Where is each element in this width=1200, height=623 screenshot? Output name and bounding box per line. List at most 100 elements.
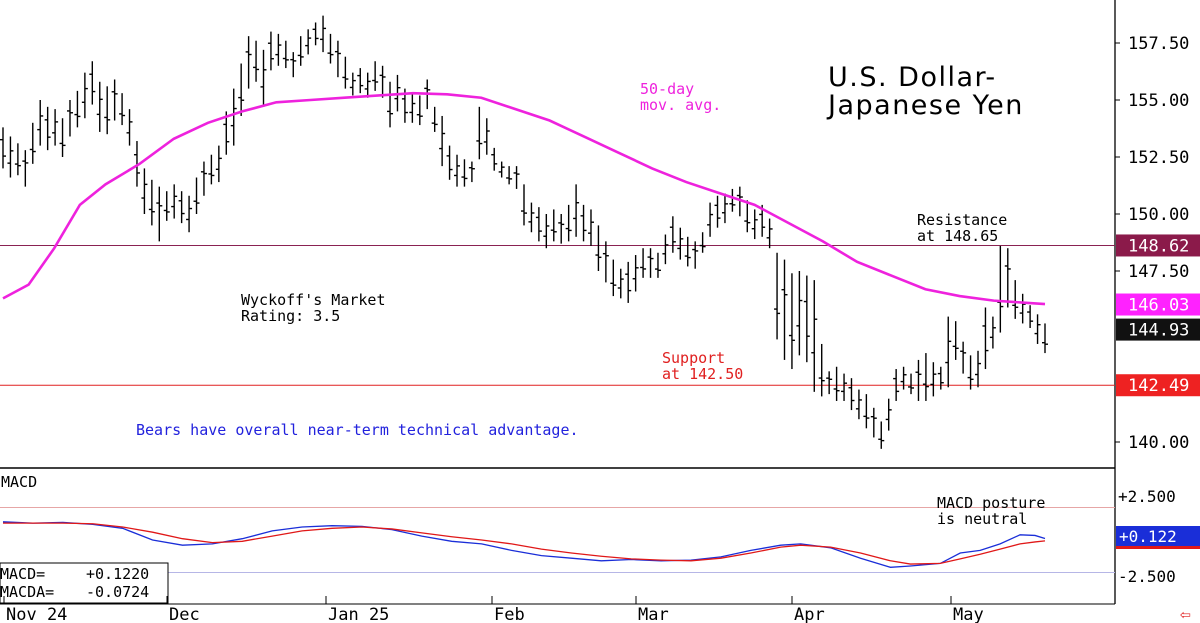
price-bar xyxy=(528,202,535,233)
macd-reference-lines xyxy=(0,507,1115,573)
price-bar xyxy=(104,86,111,135)
resistance-label-line-1: Resistance xyxy=(917,211,1007,229)
price-bar xyxy=(967,355,974,390)
price-bar xyxy=(253,40,260,82)
price-bar xyxy=(267,31,274,71)
price-bar xyxy=(148,179,155,226)
price-bar xyxy=(580,204,587,242)
price-bar xyxy=(558,214,565,244)
price-bar xyxy=(662,234,669,265)
price-bar xyxy=(334,40,341,78)
chart-title-line-1: U.S. Dollar- xyxy=(828,62,997,93)
price-badges: 148.62 142.49 146.03 144.93 xyxy=(1116,234,1200,397)
price-tick-label: 155.00 xyxy=(1128,91,1189,111)
price-bar xyxy=(878,421,885,449)
price-bar xyxy=(215,145,222,183)
price-bar xyxy=(454,154,461,187)
price-bar xyxy=(900,366,907,390)
macd-last-badge-stripe xyxy=(1116,546,1200,549)
price-bar xyxy=(744,200,751,233)
price-bar xyxy=(96,81,103,132)
price-bar xyxy=(729,188,736,212)
last-badge-label: 144.93 xyxy=(1128,321,1189,341)
date-label: May xyxy=(953,605,984,623)
macd-title: MACD xyxy=(1,473,37,491)
price-bar xyxy=(855,389,862,420)
price-bar xyxy=(245,36,252,89)
price-bar xyxy=(781,259,788,360)
price-bar xyxy=(260,49,267,107)
price-bar xyxy=(1004,248,1011,308)
price-bar xyxy=(483,118,490,155)
price-bar xyxy=(89,61,96,105)
price-bar xyxy=(44,106,51,151)
price-bar xyxy=(349,72,356,96)
price-bar xyxy=(960,341,967,374)
wyckoff-label-line-2: Rating: 3.5 xyxy=(241,307,340,325)
macda-line xyxy=(3,522,1046,565)
price-bar xyxy=(818,343,825,397)
price-bar xyxy=(468,161,475,183)
price-bar xyxy=(506,166,513,185)
price-bar xyxy=(186,195,193,233)
price-bar xyxy=(119,93,126,126)
price-bar xyxy=(305,29,312,55)
price-bar xyxy=(357,68,364,94)
bias-annotation: Bears have overall near-term technical a… xyxy=(136,421,579,439)
price-bar xyxy=(654,252,661,278)
price-bar xyxy=(989,316,996,349)
price-bar xyxy=(0,127,6,169)
support-label-line-2: at 142.50 xyxy=(662,365,743,383)
macd-tick-lower: -2.500 xyxy=(1118,567,1176,586)
price-bar xyxy=(14,143,21,176)
price-bar xyxy=(446,145,453,180)
ma-badge-bg xyxy=(1116,293,1200,316)
price-bar xyxy=(684,236,691,267)
nav-back-arrow[interactable]: ⇦ xyxy=(1180,604,1191,623)
macd-readout-label: MACD= xyxy=(0,565,45,583)
price-bar xyxy=(677,227,684,260)
price-bar xyxy=(208,154,215,185)
macd-posture-line-1: MACD posture xyxy=(937,494,1045,512)
price-bar xyxy=(833,366,840,401)
price-bar xyxy=(565,204,572,242)
price-bar xyxy=(930,362,937,397)
date-label: Mar xyxy=(638,605,669,623)
price-bar xyxy=(669,216,676,253)
price-bar xyxy=(714,195,721,228)
price-bar xyxy=(1027,305,1034,328)
price-bar xyxy=(282,40,289,69)
price-bar xyxy=(1012,280,1019,319)
price-bar xyxy=(1019,293,1026,324)
price-bar xyxy=(841,373,848,401)
price-bar xyxy=(632,255,639,292)
price-bar xyxy=(416,95,423,126)
price-bar xyxy=(535,207,542,242)
price-bar xyxy=(37,100,44,146)
price-bar xyxy=(1042,323,1048,354)
date-label: Nov 24 xyxy=(6,605,67,623)
price-bar xyxy=(66,100,73,137)
price-bar xyxy=(223,111,230,155)
price-bar xyxy=(498,161,505,178)
price-bar xyxy=(573,184,580,237)
macd-posture-line-2: is neutral xyxy=(937,510,1027,528)
last-badge-bg xyxy=(1116,318,1200,341)
price-bar xyxy=(238,63,245,116)
macd-last-badge: +0.122 xyxy=(1119,527,1177,546)
price-bar xyxy=(811,280,818,392)
price-bar xyxy=(610,259,617,297)
price-bar xyxy=(796,271,803,356)
price-bar xyxy=(372,61,379,91)
price-bar xyxy=(171,184,178,219)
price-bar xyxy=(387,81,394,128)
date-label: Dec xyxy=(169,605,200,623)
price-bar xyxy=(602,241,609,283)
price-bar xyxy=(699,232,706,253)
price-bar xyxy=(647,248,654,278)
price-bar xyxy=(126,109,133,146)
chart-title-line-2: Japanese Yen xyxy=(826,90,1024,121)
macd-last-badge-bg xyxy=(1116,526,1200,548)
price-bar xyxy=(766,218,773,249)
